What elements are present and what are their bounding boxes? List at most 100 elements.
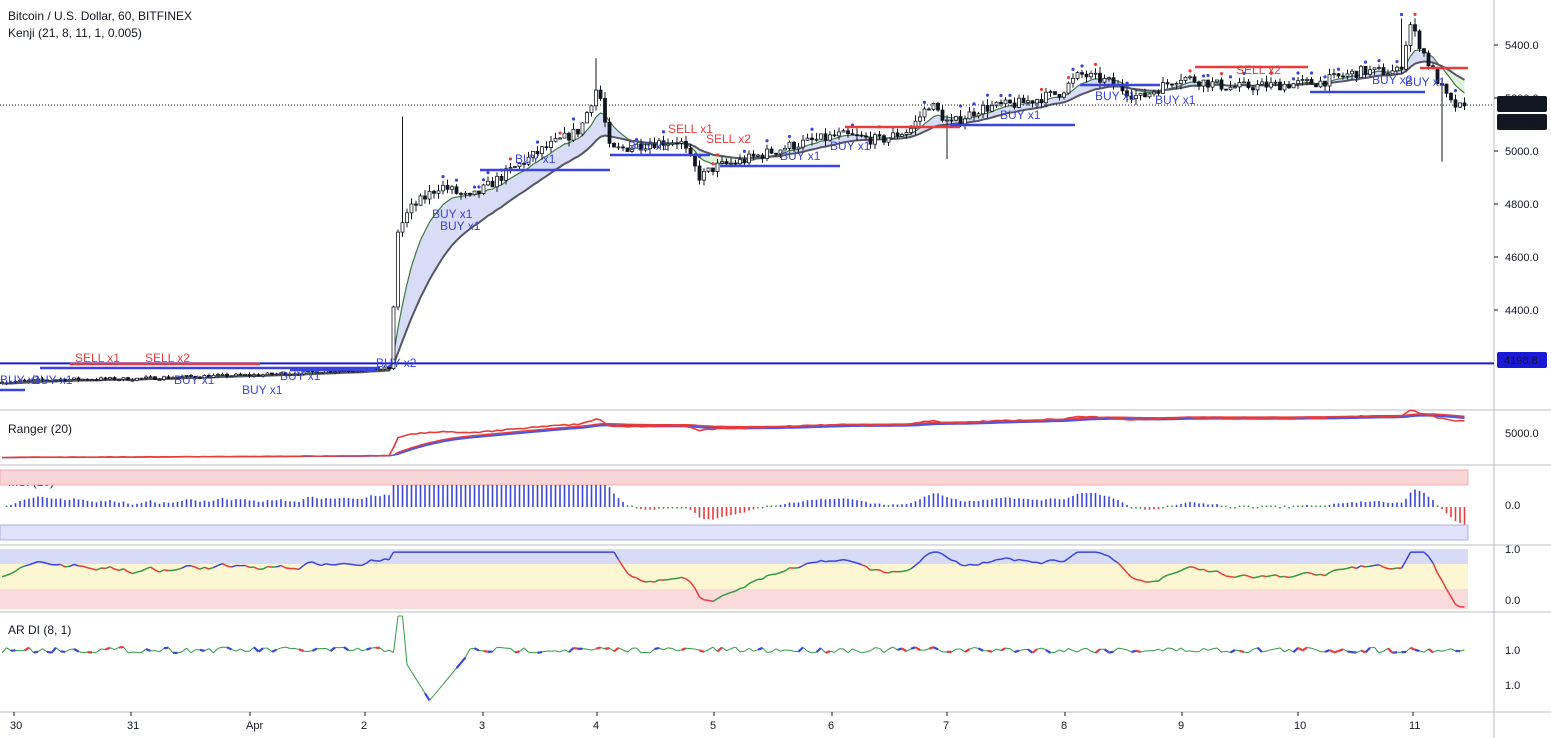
tdi-line-segment [1427, 556, 1434, 564]
tdi-line-segment [766, 573, 772, 577]
tdi-line-segment [802, 562, 808, 567]
candle-body [1174, 83, 1179, 86]
tdi-line-segment [820, 559, 826, 563]
candle-body [661, 140, 666, 146]
candle-body [1084, 73, 1089, 78]
tdi-line-segment [204, 566, 210, 570]
tdi-line-segment [1383, 566, 1389, 570]
ribbon-segment [402, 284, 407, 341]
candle-body [1233, 86, 1237, 89]
ardi-line-segment [753, 649, 759, 652]
tdi-line-segment [1320, 573, 1326, 577]
ribbon-segment [434, 210, 439, 272]
ardi-line-segment [564, 649, 570, 653]
signal-dot [571, 117, 576, 121]
candle-body [895, 132, 900, 137]
candle-body [486, 180, 490, 186]
candle-body [54, 379, 58, 382]
ardi-line-segment [1423, 648, 1429, 653]
tdi-line-segment [852, 561, 858, 564]
tdi-line-segment [838, 558, 844, 562]
candle-body [751, 153, 756, 157]
ribbon-segment [821, 140, 826, 148]
candle-body [1332, 73, 1336, 76]
ardi-line-segment [1279, 647, 1285, 653]
tdi-line-segment [649, 580, 655, 583]
time-tick-label: 8 [1061, 720, 1067, 732]
tdi-line-segment [1068, 554, 1074, 559]
tdi-line-segment [132, 571, 138, 575]
ribbon-segment [506, 178, 511, 204]
candle-body [733, 162, 738, 165]
tdi-line-segment [888, 570, 894, 574]
ardi-line-segment [618, 647, 624, 651]
tdi-line-segment [739, 586, 745, 590]
tdi-line-segment [1, 574, 7, 578]
ardi-line-segment [523, 647, 529, 653]
signal-dot [1291, 77, 1296, 81]
ardi-line-segment [1311, 647, 1317, 651]
tdi-line-segment [1436, 572, 1443, 582]
candle-body [414, 203, 418, 206]
ardi-line-segment [1221, 650, 1227, 653]
ardi-line-segment [447, 673, 453, 680]
candle-body [1377, 67, 1381, 69]
candle-body [796, 146, 801, 150]
candle-body [1251, 87, 1255, 91]
candle-body [1368, 69, 1372, 75]
candle-body [1399, 66, 1404, 70]
buy-signal-label: BUY x1 [1095, 89, 1136, 103]
tdi-line-segment [1392, 567, 1398, 570]
ardi-line-segment [37, 648, 43, 653]
candle-body [675, 142, 679, 145]
ardi-line-segment [1387, 647, 1394, 654]
tdi-line-segment [325, 562, 331, 566]
tdi-line-segment [910, 564, 916, 570]
candle-body [1165, 82, 1170, 85]
kenji-indicator-label[interactable]: Kenji (21, 8, 11, 1, 0.005) [8, 26, 142, 40]
tdi-line-segment [856, 562, 862, 566]
ardi-line-segment [1252, 647, 1258, 650]
ardi-line-segment [366, 647, 372, 651]
tdi-line-segment [1194, 566, 1200, 571]
candle-body [720, 161, 724, 164]
candle-body [778, 149, 783, 155]
tdi-line-segment [798, 564, 804, 569]
candle-body [1287, 83, 1291, 89]
candle-body [1444, 83, 1449, 94]
candle-body [22, 379, 27, 382]
ardi-line-segment [460, 656, 467, 664]
ardi-line-segment [1054, 649, 1060, 653]
candle-body [1156, 91, 1161, 94]
tdi-line-segment [834, 559, 840, 562]
buy-signal-label: BUY x1 [780, 149, 821, 163]
tdi-line-segment [334, 563, 340, 566]
ardi-line-segment [1018, 649, 1024, 652]
candle-body [1341, 75, 1345, 78]
ardi-line-segment [1229, 649, 1236, 654]
tdi-line-segment [1221, 573, 1227, 577]
chart-symbol-title[interactable]: Bitcoin / U.S. Dollar, 60, BITFINEX [8, 9, 193, 23]
ardi-line-segment [186, 647, 192, 654]
ardi-line-segment [1328, 649, 1335, 654]
ranger-band-line [1, 415, 1465, 459]
candle-body [148, 376, 153, 379]
time-tick-label: Apr [246, 720, 263, 732]
tdi-line-segment [1455, 603, 1461, 608]
tdi-line-segment [991, 558, 997, 563]
candle-body [828, 134, 832, 141]
sell-signal-label: SELL x1 [668, 122, 713, 136]
candle-body [409, 203, 414, 214]
tdi-line-segment [1243, 574, 1249, 577]
tdi-line-segment [384, 558, 390, 561]
candle-body [769, 148, 774, 154]
candle-body [297, 373, 301, 376]
ardi-line-segment [415, 678, 421, 687]
ardi-line-segment [1414, 648, 1420, 653]
msi-overbought-band [0, 469, 1469, 486]
ardi-line-segment [1031, 648, 1038, 654]
ardi-line-segment [483, 649, 489, 653]
ardi-line-segment [1036, 647, 1042, 650]
tdi-line-segment [190, 565, 196, 569]
